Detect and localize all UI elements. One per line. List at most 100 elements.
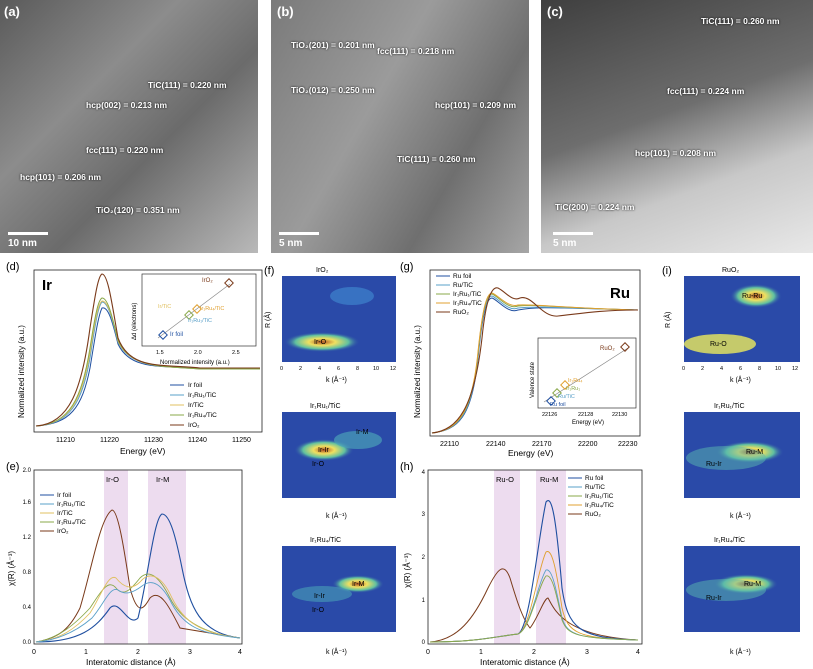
inset-x-tick: 22130 xyxy=(612,412,627,418)
element-label: Ir xyxy=(42,277,52,294)
legend-label: RuO₂ xyxy=(585,511,601,518)
inset-y-label: Valence state xyxy=(530,361,536,398)
panel-e-exafs-ir: (e) Ir-O Ir-M χ(R) (Å⁻³) Interatomic dis… xyxy=(6,461,243,667)
plot-frame xyxy=(33,269,263,433)
inset-label: Ir₁Ru₁/TiC xyxy=(188,318,212,324)
annotation: TiC(200) = 0.224 nm xyxy=(555,202,635,212)
band-ir-o xyxy=(104,470,128,644)
map-title: Ir₁Ru₁/TiC xyxy=(714,403,745,410)
x-tick: 11210 xyxy=(56,437,75,444)
legend-label: Ru foil xyxy=(453,273,472,280)
tem-image-a: (a) TiC(111) = 0.220 nm hcp(002) = 0.213… xyxy=(0,0,258,253)
map-title: Ir₁Ru₄/TiC xyxy=(714,537,745,544)
y-tick: 1.2 xyxy=(23,535,32,541)
annotation: TiO₂(012) = 0.250 nm xyxy=(291,85,375,95)
inset-label: Ru foil xyxy=(550,402,566,408)
panel-label-g: (g) xyxy=(400,261,413,273)
inset-x-tick: 1.5 xyxy=(156,350,164,356)
band-ir-m xyxy=(148,470,186,644)
inset-label: Ir/TiC xyxy=(158,304,171,310)
x-tick: 0 xyxy=(426,649,430,656)
scale-bar xyxy=(8,232,48,235)
spectrum-ruo2 xyxy=(431,287,639,434)
y-axis-label: χ(R) (Å⁻³) xyxy=(7,551,16,586)
panel-f-wavelet-ir: (f) IrO₂ Ir-O R (Å) k (Å⁻¹) 0 2 4 6 8 10… xyxy=(263,265,396,656)
x-tick: 0 xyxy=(682,366,685,372)
x-tick: 11220 xyxy=(100,437,119,444)
panel-g-xanes-ru: (g) Ru Normalized intensity (a.u.) Energ… xyxy=(400,261,641,458)
legend: Ir foil Ir₁Ru₁/TiC Ir/TiC Ir₁Ru₄/TiC IrO… xyxy=(40,492,86,535)
x-tick: 22140 xyxy=(486,441,506,448)
y-axis-label: R (Å) xyxy=(663,312,672,328)
legend-label: Ir₁Ru₁/TiC xyxy=(585,493,614,500)
x-tick: 4 xyxy=(318,366,321,372)
map-label: Ir-O xyxy=(314,339,327,346)
x-ticks: 11210 11220 11230 11240 11250 xyxy=(56,437,251,444)
x-axis-label: Energy (eV) xyxy=(508,448,554,458)
inset-label: Ru/TiC xyxy=(558,394,575,400)
annotation: fcc(111) = 0.218 nm xyxy=(377,46,455,56)
inset-label: Ir₁Ru₄ xyxy=(568,378,583,384)
map-label: Ir-Ir xyxy=(318,447,330,454)
annotation: hcp(101) = 0.208 nm xyxy=(635,148,717,158)
panel-h-exafs-ru: (h) Ru-O Ru-M χ(R) (Å⁻³) Interatomic dis… xyxy=(400,461,643,667)
y-ticks: 0 1 2 3 4 xyxy=(422,470,426,646)
curve-iro2 xyxy=(35,509,241,643)
x-tick: 11250 xyxy=(232,437,251,444)
element-label: Ru xyxy=(610,285,630,302)
x-tick: 8 xyxy=(758,366,761,372)
x-tick: 1 xyxy=(84,649,88,656)
annotation: fcc(111) = 0.224 nm xyxy=(667,86,745,96)
x-ticks: 22110 22140 22170 22200 22230 xyxy=(440,441,638,448)
x-tick: 10 xyxy=(373,366,379,372)
x-tick: 0 xyxy=(280,366,283,372)
panel-label-d: (d) xyxy=(6,261,19,273)
plot-frame xyxy=(33,469,243,645)
x-tick: 2 xyxy=(299,366,302,372)
inset-label: IrO₂ xyxy=(202,278,213,284)
map-title: RuO₂ xyxy=(722,267,739,274)
panel-label-b: (b) xyxy=(277,4,294,19)
annotation: TiC(111) = 0.220 nm xyxy=(148,80,227,90)
x-tick: 4 xyxy=(636,649,640,656)
x-tick: 10 xyxy=(775,366,781,372)
x-tick: 0 xyxy=(32,649,36,656)
plot-frame xyxy=(427,469,643,645)
x-axis-label: k (Å⁻¹) xyxy=(326,647,347,656)
legend-label: Ru/TiC xyxy=(585,484,605,491)
y-ticks: 0.0 0.4 0.8 1.2 1.6 2.0 xyxy=(23,468,32,646)
map-title: Ir₁Ru₁/TiC xyxy=(310,403,341,410)
y-axis-label: Normalized intensity (a.u.) xyxy=(413,325,422,418)
map-label: Ru-O xyxy=(710,341,727,348)
x-tick: 3 xyxy=(188,649,192,656)
band-label: Ru-M xyxy=(540,475,558,484)
map-label: Ru-Ir xyxy=(706,461,722,468)
scale-label: 5 nm xyxy=(553,238,577,249)
legend-label: IrO₂ xyxy=(188,422,200,429)
legend-label: Ir₁Ru₁/TiC xyxy=(453,291,482,298)
x-tick: 2 xyxy=(532,649,536,656)
map-label: Ru-M xyxy=(746,449,763,456)
band-label: Ir-O xyxy=(106,475,119,484)
x-tick: 12 xyxy=(792,366,798,372)
annotation: hcp(101) = 0.206 nm xyxy=(20,172,102,182)
panel-label-a: (a) xyxy=(4,4,20,19)
x-ticks: 0 2 4 6 8 10 12 xyxy=(280,366,396,372)
curve-ir-foil xyxy=(35,513,241,643)
legend: Ir foil Ir₁Ru₁/TiC Ir/TiC Ir₁Ru₄/TiC IrO… xyxy=(170,382,217,429)
annotation: hcp(002) = 0.213 nm xyxy=(86,100,168,110)
annotation: TiC(111) = 0.260 nm xyxy=(701,16,780,26)
y-tick: 4 xyxy=(422,470,426,476)
x-tick: 22230 xyxy=(618,441,638,448)
panel-d-xanes-ir: (d) Ir Normalized intensity (a.u.) Energ… xyxy=(6,261,263,456)
x-ticks: 0 1 2 3 4 xyxy=(32,649,242,656)
spectrum-iro2 xyxy=(35,273,260,427)
legend-label: Ir₁Ru₄/TiC xyxy=(57,519,86,526)
inset-label: Ir₁Ru₁ xyxy=(566,386,580,392)
scale-label: 5 nm xyxy=(279,238,303,249)
scale-bar xyxy=(553,232,593,235)
y-tick: 0.0 xyxy=(23,640,32,646)
x-tick: 4 xyxy=(720,366,723,372)
scale-bar xyxy=(279,232,319,235)
x-tick: 6 xyxy=(337,366,340,372)
